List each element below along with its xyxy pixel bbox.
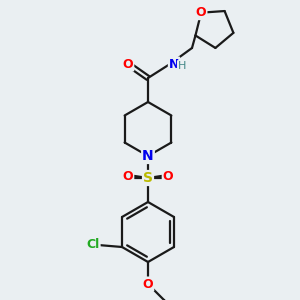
Text: O: O xyxy=(163,170,173,183)
Text: S: S xyxy=(143,171,153,185)
Text: O: O xyxy=(143,278,153,290)
Text: O: O xyxy=(123,170,133,183)
Text: O: O xyxy=(196,6,206,19)
Text: Cl: Cl xyxy=(86,238,100,251)
Text: H: H xyxy=(178,61,186,71)
Text: O: O xyxy=(123,58,133,70)
Text: N: N xyxy=(142,149,154,163)
Text: N: N xyxy=(169,58,179,70)
